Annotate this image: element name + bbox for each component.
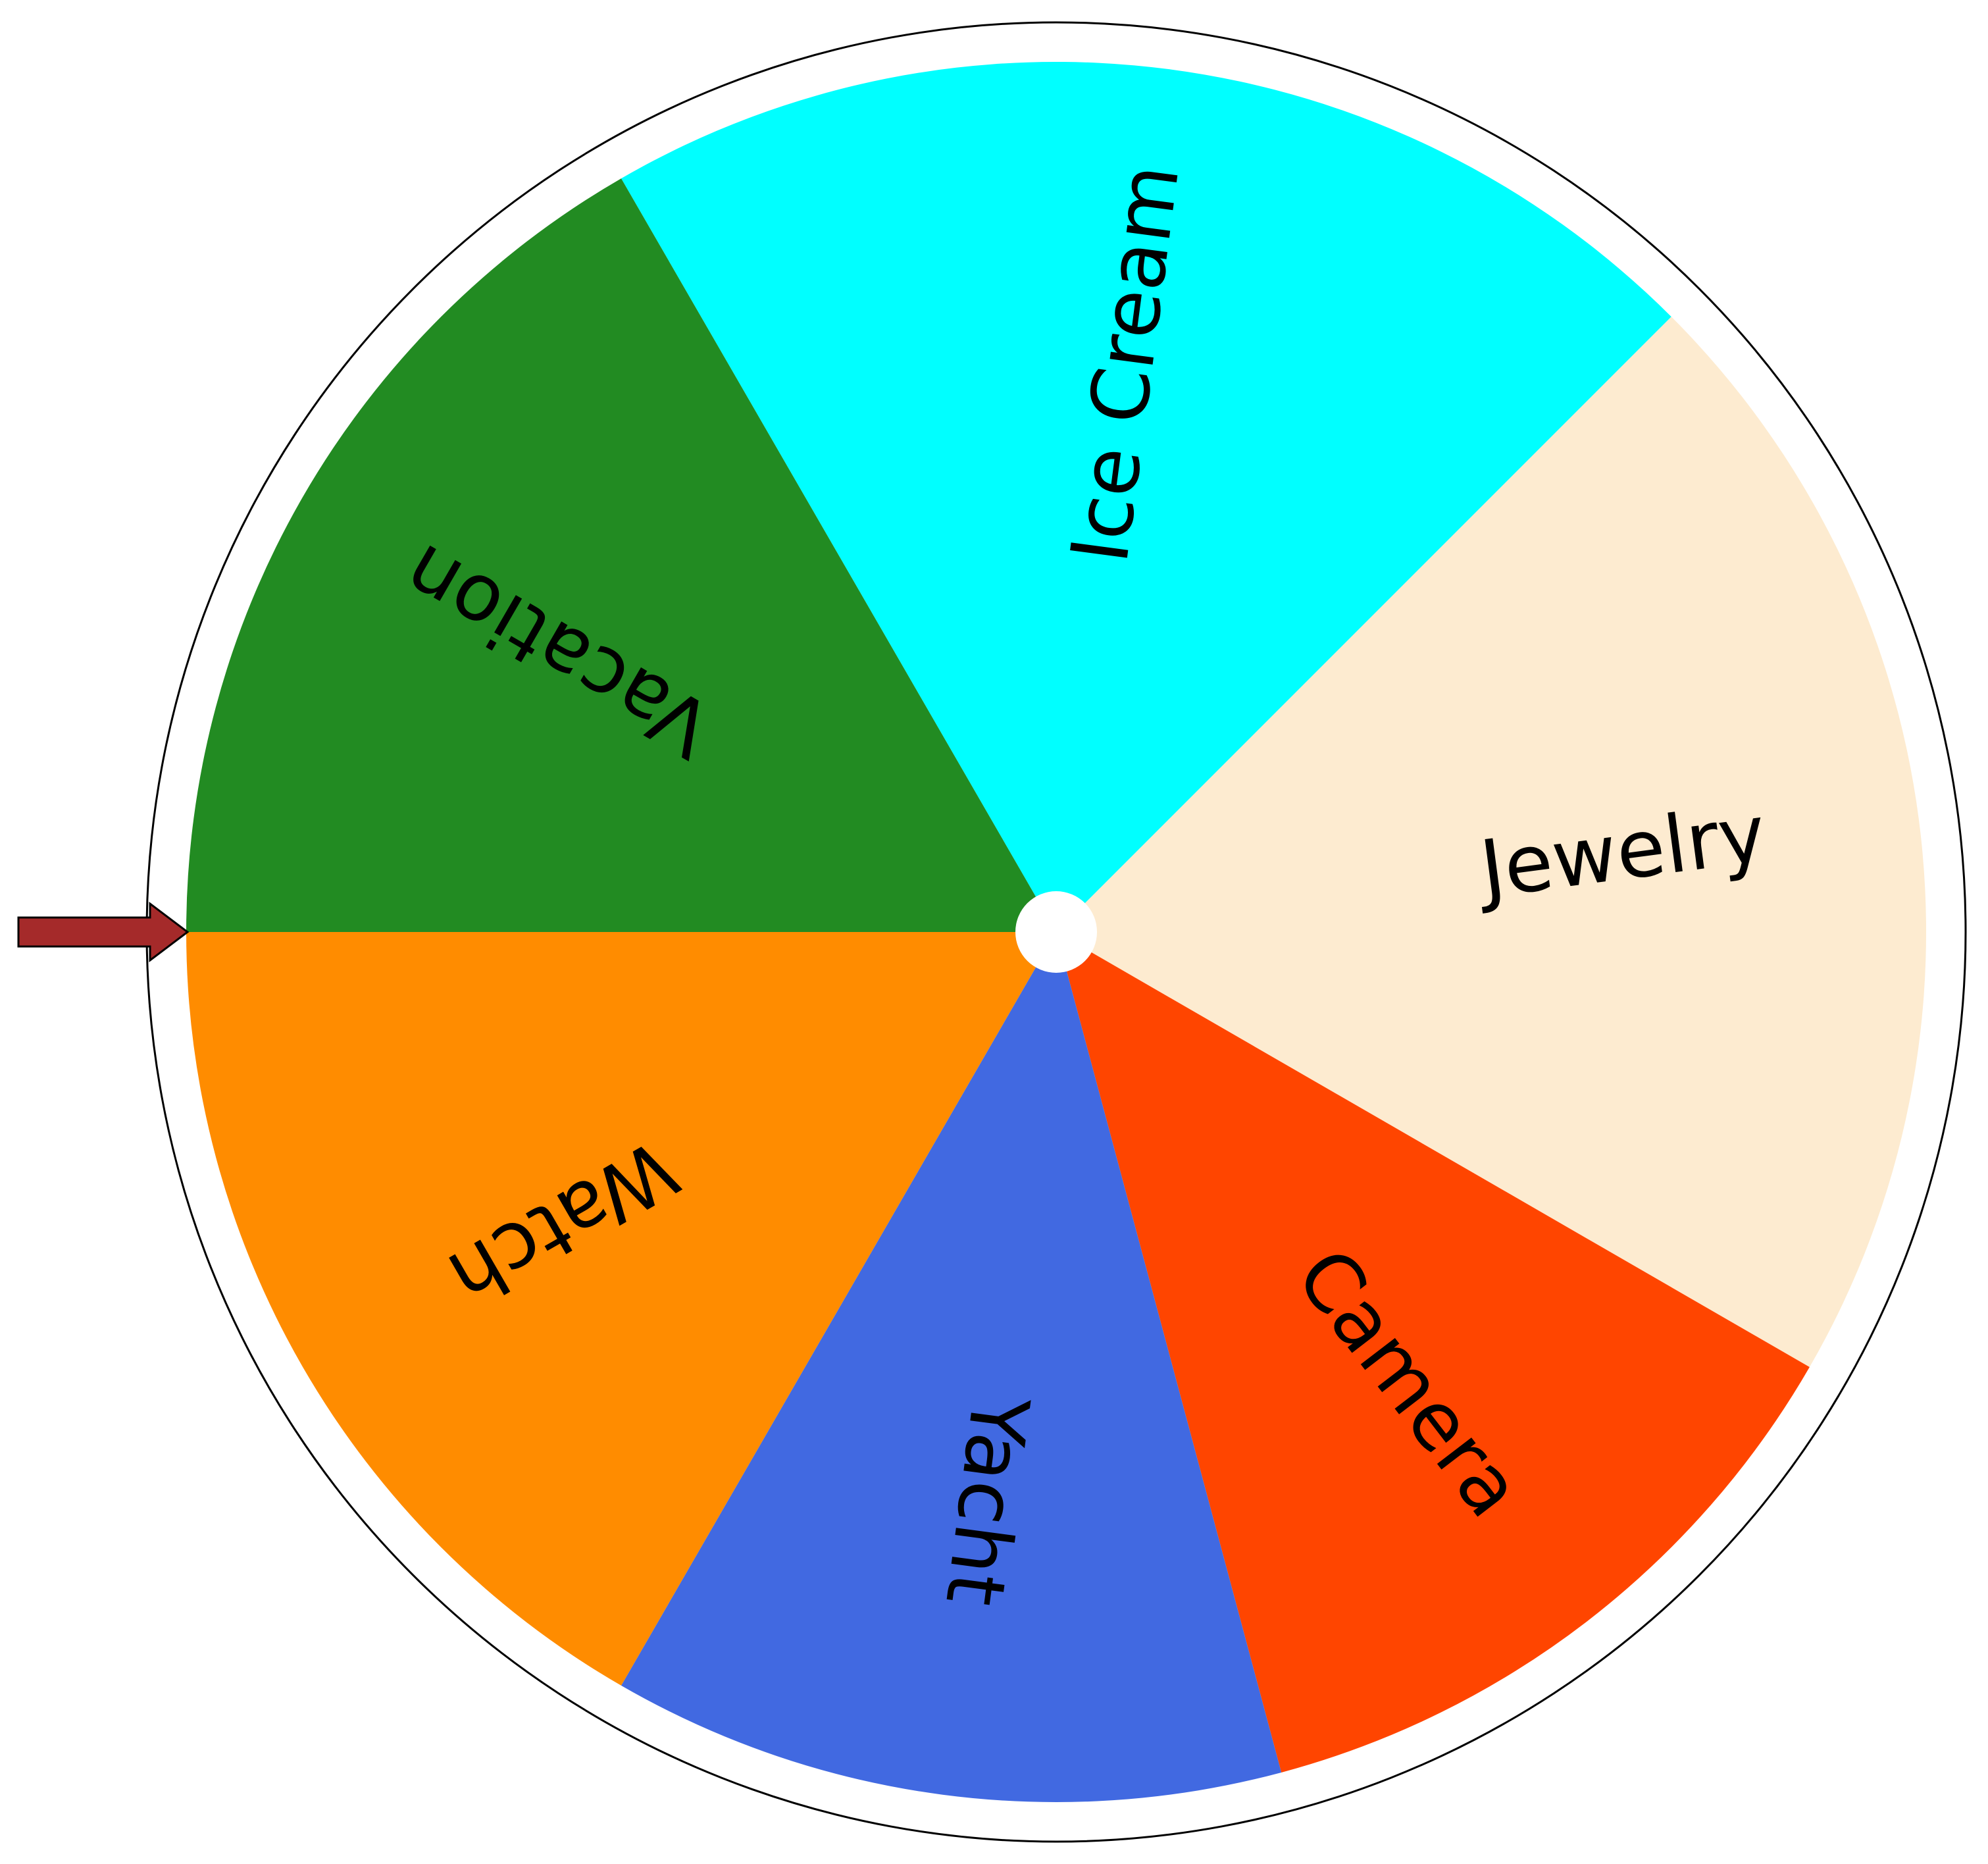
wheel-segments — [186, 61, 1926, 1802]
segment-jewelry — [1056, 317, 1926, 1367]
wheel-hub[interactable] — [1015, 891, 1097, 973]
segment-yacht — [621, 932, 1282, 1802]
segment-watch — [186, 932, 1056, 1686]
segment-camera — [1056, 932, 1810, 1773]
segment-ice-cream — [621, 61, 1671, 933]
pointer-arrow-icon — [17, 901, 190, 963]
segment-vacation — [186, 178, 1056, 933]
